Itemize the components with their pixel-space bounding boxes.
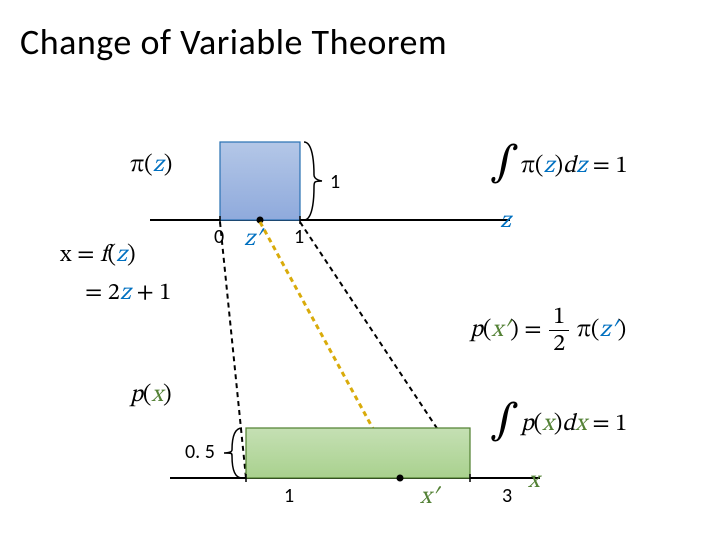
label-pi-z: π(z) (130, 150, 172, 180)
label-x-prime: x′ (420, 482, 439, 512)
x-prime-point (397, 475, 404, 482)
label-x-3: 3 (502, 484, 512, 508)
label-z-1: 1 (294, 225, 304, 249)
label-x-1: 1 (284, 484, 294, 508)
diagram-svg (0, 0, 720, 540)
eq-int-p: ∫p(x)dx = 1 (490, 398, 627, 451)
label-z-prime: z′ (244, 224, 262, 254)
label-p-x: p(x) (130, 380, 172, 410)
brace-top (304, 142, 322, 220)
eq-int-pi: ∫π(z)dz = 1 (490, 140, 627, 193)
label-z-axis: z (500, 206, 511, 236)
z-var: z (153, 153, 164, 177)
label-top-height: 1 (330, 170, 340, 194)
label-z-0: 0 (214, 225, 224, 249)
label-bot-height: 0. 5 (185, 440, 215, 464)
label-f-line2: = 2z + 1 (85, 278, 171, 308)
p-x-box (246, 428, 470, 478)
pi-z-box (220, 142, 300, 220)
label-x-axis: x (528, 466, 540, 496)
diagram-stage: π(z) 1 0 1 z′ z x = f(z) = 2z + 1 p(x) 0… (0, 0, 720, 540)
eq-pxprime: p(x′) = 12 π(z′) (470, 305, 626, 356)
brace-bottom (224, 428, 242, 478)
label-f-line1: x = f(z) (60, 240, 136, 270)
